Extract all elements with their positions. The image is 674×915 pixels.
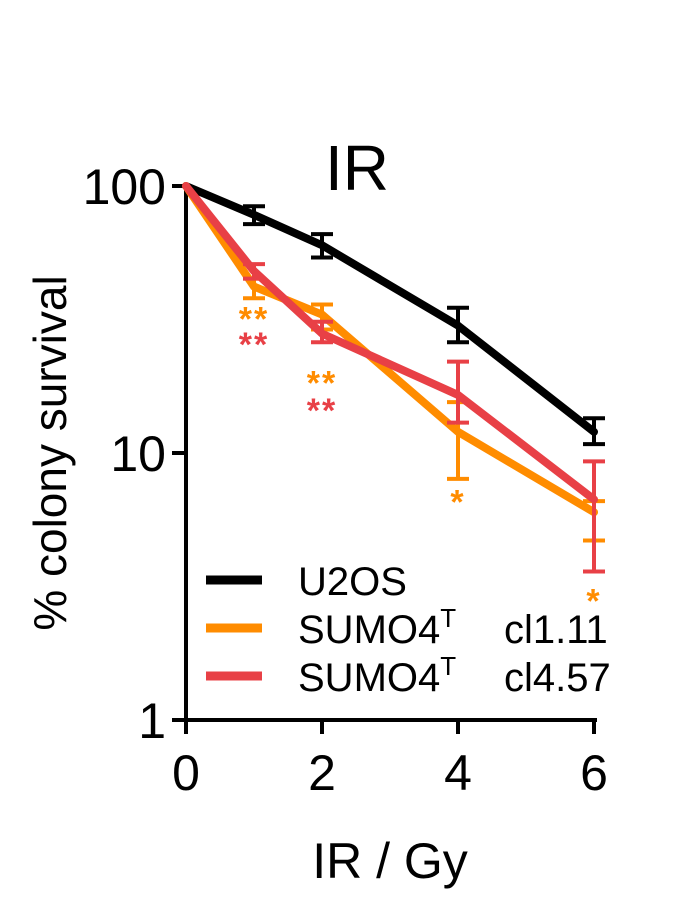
x-tick-label: 0 xyxy=(172,745,200,801)
data-point xyxy=(319,330,325,337)
legend-label-superscript: T xyxy=(440,603,456,633)
legend-label-superscript: T xyxy=(440,651,456,681)
data-point xyxy=(251,283,257,290)
legend-label: SUMO4T xyxy=(298,651,456,700)
series xyxy=(182,182,605,574)
legend-label-suffix: cl1.11 xyxy=(504,608,608,652)
data-point xyxy=(251,211,257,218)
significance-marker: ** xyxy=(239,326,269,364)
legend-entry: SUMO4T cl1.11 xyxy=(206,603,608,652)
y-tick-label: 100 xyxy=(83,159,166,215)
annotations: ********** xyxy=(239,301,601,621)
x-tick-label: 2 xyxy=(308,745,336,801)
data-point xyxy=(183,183,189,189)
significance-marker: * xyxy=(586,583,601,621)
data-point xyxy=(319,242,325,249)
significance-marker: * xyxy=(450,484,465,522)
data-point xyxy=(591,496,597,503)
legend-entry: SUMO4T cl4.57 xyxy=(206,651,611,700)
significance-marker: ** xyxy=(239,301,269,339)
legend-label-suffix: cl4.57 xyxy=(504,656,611,700)
significance-marker: ** xyxy=(307,365,337,403)
legend-label: U2OS xyxy=(298,560,407,604)
series-u2os xyxy=(182,182,605,447)
data-point xyxy=(251,268,257,275)
ticks: 1 10 100 0 2 4 6 xyxy=(83,159,608,801)
y-tick-label: 1 xyxy=(138,693,166,749)
legend-entry: U2OS xyxy=(206,560,407,604)
y-axis-label: % colony survival xyxy=(24,275,76,630)
data-point xyxy=(319,311,325,318)
x-axis-label: IR / Gy xyxy=(312,833,468,889)
data-point xyxy=(455,322,461,329)
y-tick-label: 10 xyxy=(110,426,166,482)
chart-title: IR xyxy=(325,132,389,204)
x-tick-label: 6 xyxy=(580,745,608,801)
significance-marker: ** xyxy=(307,392,337,430)
data-point xyxy=(591,428,597,435)
x-tick-label: 4 xyxy=(444,745,472,801)
series-sumo4-cl4-57 xyxy=(182,182,605,574)
data-point xyxy=(455,391,461,398)
data-point xyxy=(455,428,461,435)
legend-label: SUMO4T xyxy=(298,603,456,652)
